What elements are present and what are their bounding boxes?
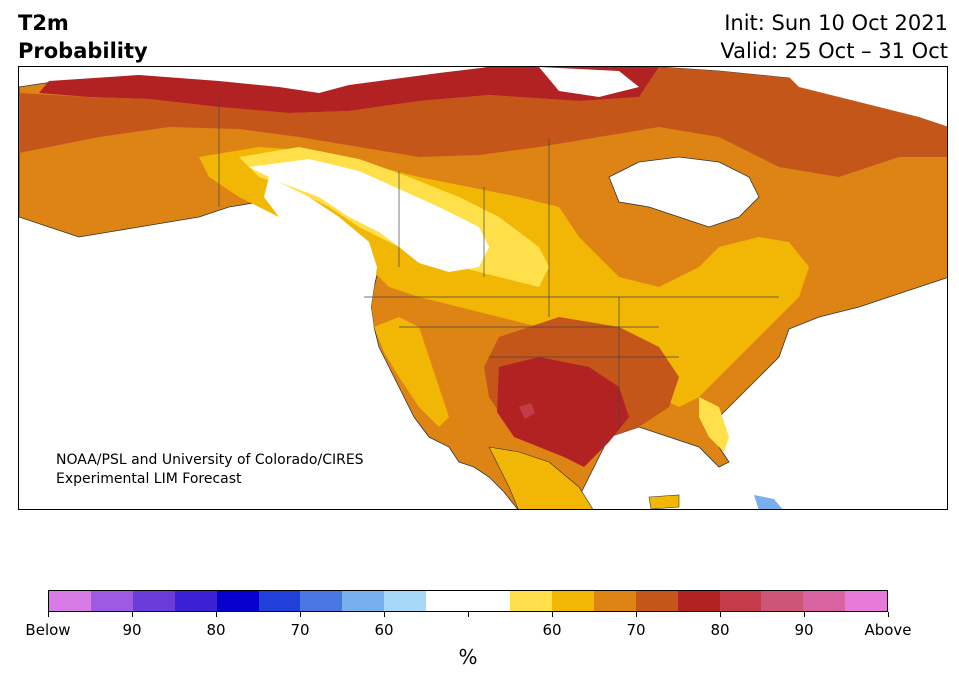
colorbar-swatch <box>258 591 301 611</box>
colorbar-swatch <box>300 591 343 611</box>
map-panel[interactable]: NOAA/PSL and University of Colorado/CIRE… <box>18 66 948 510</box>
colorbar-swatch <box>551 591 594 611</box>
colorbar-tick <box>467 612 469 617</box>
probability-map <box>19 67 947 509</box>
colorbar-swatch <box>90 591 133 611</box>
colorbar-tick-label: 90 <box>122 621 142 639</box>
colorbar-swatch <box>216 591 259 611</box>
colorbar-tick-label: Above <box>864 621 912 639</box>
colorbar-tick-label: 90 <box>794 621 814 639</box>
colorbar-swatch <box>761 591 804 611</box>
colorbar-swatch <box>468 591 510 611</box>
colorbar-unit: % <box>458 645 478 669</box>
colorbar-tick <box>383 612 385 617</box>
variable-title: T2m <box>18 11 69 35</box>
north-band-red <box>39 67 659 113</box>
credit-line-2: Experimental LIM Forecast <box>56 471 242 487</box>
colorbar-swatch <box>593 591 636 611</box>
product-title: Probability <box>18 39 148 63</box>
north-band-darkorange <box>19 67 947 177</box>
colorbar-tick <box>131 612 133 617</box>
colorbar-tick <box>299 612 301 617</box>
colorbar-tick <box>551 612 553 617</box>
colorbar <box>48 590 888 612</box>
colorbar-tick <box>215 612 217 617</box>
colorbar-swatch <box>426 591 469 611</box>
colorbar-tick <box>887 612 889 617</box>
west-gold <box>374 317 449 427</box>
credit-line-1: NOAA/PSL and University of Colorado/CIRE… <box>56 452 364 468</box>
south-core-red <box>497 357 629 467</box>
colorbar-tick-label: 60 <box>542 621 562 639</box>
caribbean-blue <box>754 495 783 509</box>
cuba <box>648 494 680 509</box>
colorbar-swatch <box>845 591 888 611</box>
colorbar-tick-label: 80 <box>206 621 226 639</box>
colorbar-swatch <box>509 591 552 611</box>
colorbar-tick-label: 70 <box>290 621 310 639</box>
arctic-islands <box>349 67 947 127</box>
title-right: Init: Sun 10 Oct 2021 Valid: 25 Oct – 31… <box>720 9 948 65</box>
colorbar-swatch <box>384 591 427 611</box>
west-white <box>264 177 377 327</box>
colorbar-swatch <box>174 591 217 611</box>
valid-range: Valid: 25 Oct – 31 Oct <box>720 39 948 63</box>
colorbar-tick <box>47 612 49 617</box>
colorbar-swatch <box>635 591 678 611</box>
white-zone <box>249 159 489 272</box>
colorbar-swatch <box>803 591 846 611</box>
boundary-lines <box>218 97 779 427</box>
mexico <box>488 446 594 509</box>
credit-text: NOAA/PSL and University of Colorado/CIRE… <box>56 451 364 489</box>
colorbar-swatch <box>132 591 175 611</box>
colorbar-swatch <box>342 591 385 611</box>
colorbar-tick <box>803 612 805 617</box>
colorbar-swatch <box>49 591 91 611</box>
init-date: Init: Sun 10 Oct 2021 <box>724 11 948 35</box>
colorbar-tick-label: Below <box>25 621 71 639</box>
colorbar-tick-label: 80 <box>710 621 730 639</box>
title-left: T2m Probability <box>18 9 148 65</box>
colorbar-tick <box>635 612 637 617</box>
colorbar-tick-label: 70 <box>626 621 646 639</box>
colorbar-tick-label: 60 <box>374 621 394 639</box>
colorbar-swatch <box>677 591 720 611</box>
gulf-yellow <box>699 397 729 452</box>
hudson-bay <box>608 156 760 228</box>
south-core-magenta <box>519 403 535 419</box>
colorbar-tick <box>719 612 721 617</box>
colorbar-swatch <box>719 591 762 611</box>
